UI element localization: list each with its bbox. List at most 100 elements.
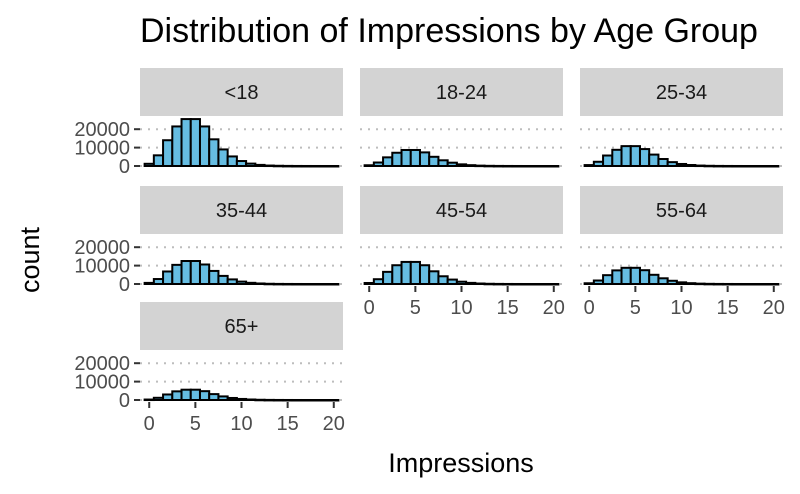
bar — [428, 155, 440, 168]
x-tick-label: 15 — [717, 297, 739, 319]
bar — [162, 139, 174, 168]
bar — [189, 388, 201, 402]
bar — [685, 164, 697, 167]
bar — [235, 397, 248, 402]
bar — [217, 148, 229, 168]
bar — [300, 398, 312, 402]
bar — [538, 283, 551, 286]
bar — [189, 118, 201, 167]
x-tick-label: 0 — [584, 297, 595, 319]
x-tick-label: 0 — [364, 297, 375, 319]
bar — [152, 396, 165, 401]
bar — [758, 165, 771, 168]
bar — [749, 282, 761, 286]
bar — [245, 162, 257, 168]
x-tick-label: 20 — [543, 297, 565, 319]
bar — [328, 399, 340, 402]
strip-65-plus — [140, 302, 343, 350]
facet-18-24: 18-24 — [360, 68, 563, 168]
bar — [235, 160, 248, 167]
bar — [629, 145, 641, 168]
bar — [217, 395, 229, 401]
bar — [208, 269, 220, 286]
bar — [703, 282, 715, 286]
strip-18-24 — [360, 68, 563, 116]
bar — [502, 164, 514, 168]
bar — [474, 164, 486, 168]
x-tick-label: 5 — [630, 297, 641, 319]
bar — [245, 398, 257, 402]
bar — [583, 164, 595, 168]
bar — [245, 281, 257, 285]
bar — [254, 398, 266, 402]
strip-25-34 — [580, 68, 783, 116]
bar — [372, 278, 385, 286]
bar — [511, 164, 523, 168]
bar — [675, 162, 688, 167]
bar — [291, 398, 303, 402]
bar — [309, 399, 321, 402]
bar — [162, 393, 174, 402]
bar — [694, 282, 706, 286]
bar — [731, 282, 743, 286]
bar — [511, 282, 523, 286]
bar — [391, 151, 403, 167]
bar — [740, 164, 752, 168]
bar — [418, 151, 431, 168]
bar — [465, 164, 477, 167]
bar — [611, 148, 623, 167]
bar — [263, 282, 275, 286]
bar — [768, 283, 780, 286]
bar — [282, 282, 294, 286]
x-tick-label: 20 — [763, 297, 785, 319]
y-tick-label: 0 — [119, 390, 130, 412]
strip-35-44 — [140, 186, 343, 234]
x-tick-label: 20 — [323, 413, 345, 435]
y-tick-label: 10000 — [74, 138, 130, 160]
strip-45-54 — [360, 186, 563, 234]
bar — [409, 148, 421, 168]
strip-label-25-34: 25-34 — [656, 82, 707, 104]
bar — [400, 260, 412, 286]
bar — [180, 388, 192, 402]
bar — [638, 269, 651, 286]
bar — [328, 164, 340, 168]
chart-title: Distribution of Impressions by Age Group — [140, 12, 758, 50]
bar — [254, 163, 266, 167]
bar — [189, 260, 201, 285]
bar — [226, 155, 238, 168]
bar — [372, 161, 385, 167]
bar — [648, 273, 660, 285]
bar — [272, 282, 285, 286]
bar — [502, 282, 514, 286]
bar — [291, 164, 303, 168]
bar — [666, 279, 678, 285]
bar — [620, 266, 632, 286]
bar — [171, 263, 183, 286]
bar — [712, 164, 725, 168]
bar — [318, 399, 331, 402]
x-tick-label: 0 — [144, 413, 155, 435]
bar — [171, 390, 183, 401]
y-tick-label: 10000 — [74, 372, 130, 394]
y-tick-label: 0 — [119, 156, 130, 178]
bar — [217, 274, 229, 285]
bar — [455, 163, 468, 167]
strip-label-under-18: <18 — [225, 82, 259, 104]
bar — [675, 281, 688, 285]
bar — [648, 153, 660, 167]
bar — [198, 263, 211, 286]
bar — [272, 398, 285, 402]
bar — [629, 266, 641, 286]
bar — [382, 156, 394, 168]
bar — [548, 283, 560, 286]
bar — [143, 398, 155, 402]
bar — [602, 274, 614, 285]
bar — [492, 164, 505, 168]
y-tick-label: 20000 — [74, 237, 130, 259]
bar — [143, 281, 155, 285]
bar — [492, 282, 505, 286]
bar — [583, 282, 595, 286]
